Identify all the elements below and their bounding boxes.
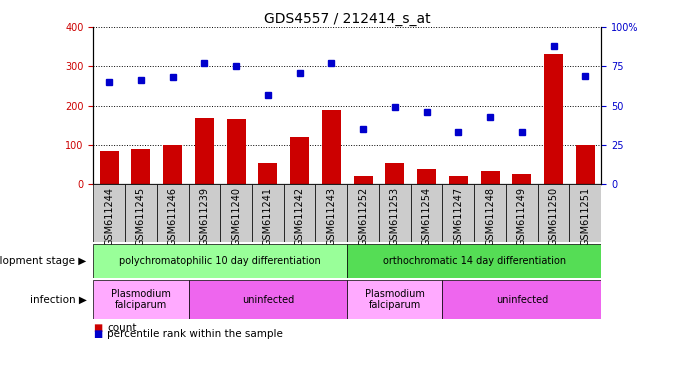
Bar <box>386 163 404 184</box>
Text: GSM611247: GSM611247 <box>453 187 464 246</box>
Bar <box>347 280 442 319</box>
Text: uninfected: uninfected <box>495 295 548 305</box>
Bar <box>544 55 563 184</box>
Bar <box>410 184 442 242</box>
Bar <box>569 184 601 242</box>
Text: Plasmodium
falciparum: Plasmodium falciparum <box>365 289 425 310</box>
Bar <box>125 184 157 242</box>
Text: GSM611251: GSM611251 <box>580 187 590 246</box>
Text: Plasmodium
falciparum: Plasmodium falciparum <box>111 289 171 310</box>
Bar <box>284 184 316 242</box>
Bar <box>347 244 601 278</box>
Bar <box>163 145 182 184</box>
Bar <box>252 184 284 242</box>
Bar <box>379 184 410 242</box>
Text: GSM611242: GSM611242 <box>294 187 305 246</box>
Bar <box>258 164 277 184</box>
Bar <box>195 118 214 184</box>
Bar <box>480 170 500 184</box>
Bar <box>347 184 379 242</box>
Bar <box>316 184 347 242</box>
Bar <box>322 109 341 184</box>
Text: uninfected: uninfected <box>242 295 294 305</box>
Bar <box>220 184 252 242</box>
Title: GDS4557 / 212414_s_at: GDS4557 / 212414_s_at <box>264 12 430 26</box>
Bar <box>227 119 245 184</box>
Text: GSM611254: GSM611254 <box>422 187 432 246</box>
Text: infection ▶: infection ▶ <box>30 295 86 305</box>
Text: GSM611244: GSM611244 <box>104 187 114 246</box>
Text: GSM611250: GSM611250 <box>549 187 558 246</box>
Bar <box>290 137 309 184</box>
Bar <box>100 151 119 184</box>
Text: GSM611252: GSM611252 <box>358 187 368 247</box>
Bar <box>93 244 347 278</box>
Bar <box>448 177 468 184</box>
Text: percentile rank within the sample: percentile rank within the sample <box>107 329 283 339</box>
Bar <box>506 184 538 242</box>
Bar <box>512 174 531 184</box>
Bar <box>417 169 436 184</box>
Text: orthochromatic 14 day differentiation: orthochromatic 14 day differentiation <box>383 256 566 266</box>
Text: ■: ■ <box>93 323 102 333</box>
Text: GSM611246: GSM611246 <box>168 187 178 246</box>
Bar <box>442 184 474 242</box>
Text: GSM611241: GSM611241 <box>263 187 273 246</box>
Bar <box>442 280 601 319</box>
Text: count: count <box>107 323 137 333</box>
Bar <box>474 184 506 242</box>
Text: GSM611239: GSM611239 <box>200 187 209 246</box>
Bar <box>131 149 151 184</box>
Bar <box>93 280 189 319</box>
Text: GSM611249: GSM611249 <box>517 187 527 246</box>
Bar <box>157 184 189 242</box>
Text: polychromatophilic 10 day differentiation: polychromatophilic 10 day differentiatio… <box>120 256 321 266</box>
Text: GSM611248: GSM611248 <box>485 187 495 246</box>
Bar <box>576 145 595 184</box>
Text: GSM611253: GSM611253 <box>390 187 400 246</box>
Text: development stage ▶: development stage ▶ <box>0 256 86 266</box>
Text: ■: ■ <box>93 329 102 339</box>
Bar <box>538 184 569 242</box>
Bar <box>354 175 372 184</box>
Bar <box>93 184 125 242</box>
Bar <box>189 184 220 242</box>
Text: GSM611240: GSM611240 <box>231 187 241 246</box>
Text: GSM611243: GSM611243 <box>326 187 337 246</box>
Bar <box>189 280 347 319</box>
Text: GSM611245: GSM611245 <box>136 187 146 246</box>
